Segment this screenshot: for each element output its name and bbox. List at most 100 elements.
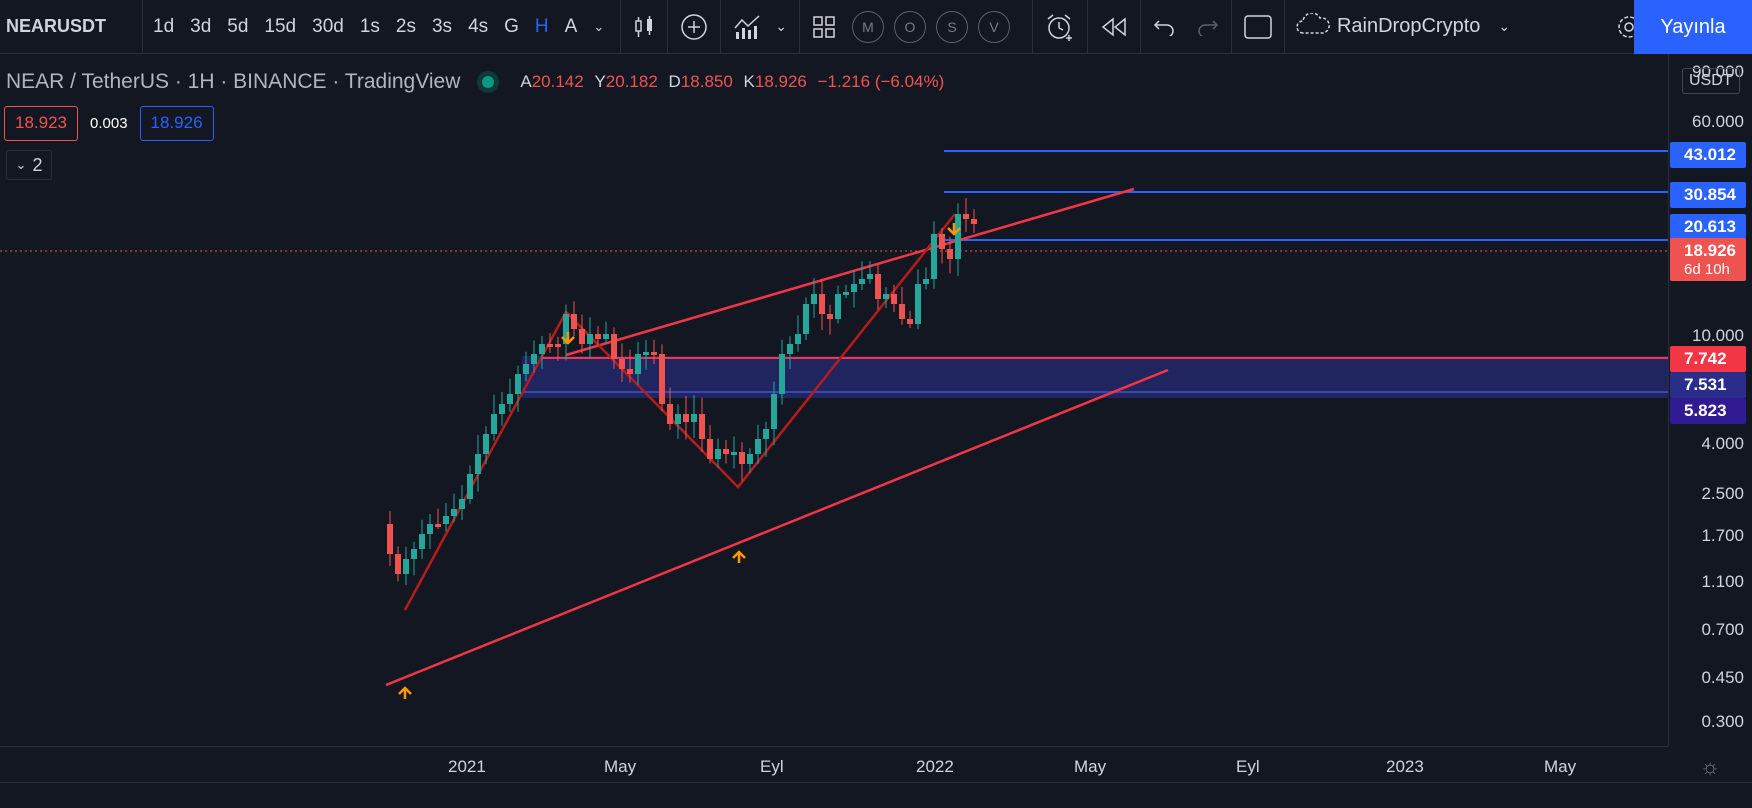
sell-button[interactable]: 18.923 — [4, 106, 78, 141]
alarm-clock-icon[interactable] — [1045, 13, 1075, 41]
high-value: 20.182 — [605, 72, 658, 91]
interval-a[interactable]: A — [564, 15, 578, 37]
price-scale-label: 4.000 — [1701, 434, 1744, 453]
interval-3d[interactable]: 3d — [190, 15, 212, 37]
candle-body — [443, 516, 449, 524]
time-axis-label: 2022 — [916, 757, 954, 776]
candle-body — [659, 354, 665, 404]
candle-body — [835, 294, 841, 319]
time-axis-label: May — [1074, 757, 1107, 776]
interval-h[interactable]: H — [534, 15, 549, 37]
interval-2s[interactable]: 2s — [395, 15, 416, 37]
interval-bar: 1d 3d 5d 15d 30d 1s 2s 3s 4s G H A ⌄ — [143, 0, 622, 54]
market-status-icon[interactable] — [482, 76, 495, 88]
interval-g[interactable]: G — [504, 15, 519, 37]
candle-body — [491, 414, 497, 434]
time-axis-label: May — [604, 757, 637, 776]
candle-body — [451, 509, 457, 516]
candle-body — [715, 449, 721, 459]
circle-button-m[interactable]: M — [851, 10, 884, 43]
interval-30d[interactable]: 30d — [312, 15, 344, 37]
circle-button-v[interactable]: V — [977, 10, 1010, 43]
candle-body — [723, 449, 729, 454]
candle-body — [635, 354, 641, 374]
series-legend: NEAR / TetherUS · 1H · BINANCE · Trading… — [6, 70, 944, 94]
candle-body — [563, 314, 569, 344]
price-tag[interactable]: 30.854 — [1670, 182, 1746, 208]
candle-body — [499, 404, 505, 414]
candle-body — [939, 234, 945, 249]
price-scale[interactable]: 90.000 60.000 10.000 4.000 2.500 1.700 1.100 0.… — [1668, 54, 1752, 746]
candle-body — [579, 329, 585, 344]
price-tag[interactable]: 43.012 — [1670, 142, 1746, 168]
candle-body — [955, 214, 961, 259]
interval-15d[interactable]: 15d — [264, 15, 297, 37]
price-chart[interactable] — [0, 54, 1668, 746]
candle-body — [787, 344, 793, 354]
price-tag-value: 30.854 — [1684, 185, 1736, 204]
change-value: −1.216 (−6.04%) — [817, 72, 945, 91]
layout-name: RainDropCrypto — [1336, 15, 1481, 37]
rewind-icon[interactable] — [1100, 16, 1128, 37]
candle-body — [531, 354, 537, 364]
time-axis-label: May — [1544, 757, 1577, 776]
candle-body — [731, 452, 737, 455]
price-scale-label: 2.500 — [1701, 484, 1744, 503]
price-scale-label: 1.700 — [1701, 526, 1744, 545]
circle-button-o[interactable]: O — [893, 10, 926, 43]
price-tag[interactable]: 18.926 6d 10h — [1670, 238, 1746, 281]
candle-body — [507, 394, 513, 404]
chevron-down-icon[interactable]: ⌄ — [775, 18, 787, 34]
price-scale-label: 0.300 — [1701, 712, 1744, 731]
buy-button[interactable]: 18.926 — [139, 106, 214, 141]
close-label: K — [743, 72, 755, 91]
symbol-search[interactable]: NEARUSDT — [0, 0, 143, 54]
candle-body — [771, 394, 777, 429]
candle-body — [603, 334, 609, 339]
price-tag[interactable]: 7.531 — [1670, 372, 1746, 398]
indicators-group: ⌄ — [721, 0, 800, 54]
settings-icon[interactable]: ☼ — [1700, 754, 1721, 779]
interval-3s[interactable]: 3s — [431, 15, 453, 37]
time-axis-label: 2021 — [448, 757, 486, 776]
candle-body — [435, 524, 441, 527]
candle-body — [555, 344, 561, 347]
price-tag[interactable]: 7.742 — [1670, 346, 1746, 372]
redo-icon[interactable] — [1197, 18, 1219, 36]
chevron-down-icon[interactable]: ⌄ — [593, 18, 605, 34]
candle-body — [883, 294, 889, 299]
undo-icon[interactable] — [1153, 18, 1175, 36]
price-tag-value: 20.613 — [1684, 217, 1736, 236]
indicators-icon[interactable] — [733, 14, 761, 40]
candle-body — [739, 452, 745, 464]
price-tag[interactable]: 5.823 — [1670, 398, 1746, 424]
add-compare-icon[interactable] — [680, 13, 708, 41]
square-icon[interactable] — [1244, 14, 1272, 39]
chevron-down-icon[interactable]: ⌄ — [1498, 18, 1511, 34]
price-scale-label: 90.000 — [1692, 62, 1744, 81]
interval-1d[interactable]: 1d — [153, 15, 175, 37]
indicators-toggle[interactable]: ⌄ 2 — [6, 150, 52, 180]
candle-body — [891, 294, 897, 304]
alert-group — [1033, 0, 1088, 54]
price-scale-label: 0.700 — [1701, 620, 1744, 639]
layout-name-button[interactable]: RainDropCrypto ⌄ — [1285, 0, 1520, 54]
candle-body — [803, 304, 809, 334]
price-tag[interactable]: 20.613 — [1670, 214, 1746, 240]
circle-button-s[interactable]: S — [935, 10, 968, 43]
time-axis[interactable]: 2021 May Eyl 2022 May Eyl 2023 May — [0, 746, 1668, 782]
candles-icon[interactable] — [633, 15, 655, 39]
interval-1s[interactable]: 1s — [359, 15, 380, 37]
interval-4s[interactable]: 4s — [468, 15, 489, 37]
currency-label[interactable]: USDT — [1682, 68, 1740, 94]
interval-5d[interactable]: 5d — [227, 15, 249, 37]
candle-body — [395, 554, 401, 574]
publish-button[interactable]: Yayınla — [1634, 0, 1752, 54]
candle-body — [707, 439, 713, 459]
candle-body — [691, 414, 697, 422]
candle-body — [539, 344, 545, 354]
multi-layout-icon[interactable] — [812, 15, 836, 39]
